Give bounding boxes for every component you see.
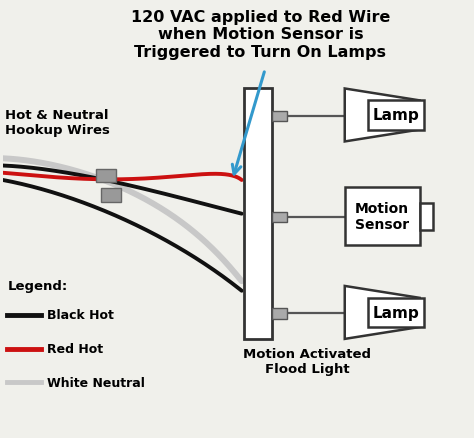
Bar [368, 101, 424, 130]
Bar [419, 203, 433, 230]
Bar [345, 188, 419, 245]
Bar [101, 189, 121, 202]
Text: Red Hot: Red Hot [47, 342, 103, 355]
Text: Motion Activated
Flood Light: Motion Activated Flood Light [243, 347, 371, 375]
Text: Lamp: Lamp [373, 108, 419, 123]
Text: 120 VAC applied to Red Wire
when Motion Sensor is
Triggered to Turn On Lamps: 120 VAC applied to Red Wire when Motion … [131, 10, 390, 60]
Text: Black Hot: Black Hot [47, 309, 114, 321]
Polygon shape [345, 89, 419, 142]
Bar [368, 298, 424, 327]
Text: Legend:: Legend: [8, 280, 68, 293]
Bar [272, 111, 287, 122]
Bar [244, 89, 272, 339]
Bar [272, 308, 287, 319]
Bar [97, 170, 116, 183]
Text: Motion
Sensor: Motion Sensor [355, 201, 409, 232]
Text: Lamp: Lamp [373, 305, 419, 320]
Polygon shape [345, 286, 419, 339]
Text: Hot & Neutral
Hookup Wires: Hot & Neutral Hookup Wires [5, 109, 110, 137]
Bar [272, 212, 287, 223]
Text: White Neutral: White Neutral [47, 376, 145, 389]
